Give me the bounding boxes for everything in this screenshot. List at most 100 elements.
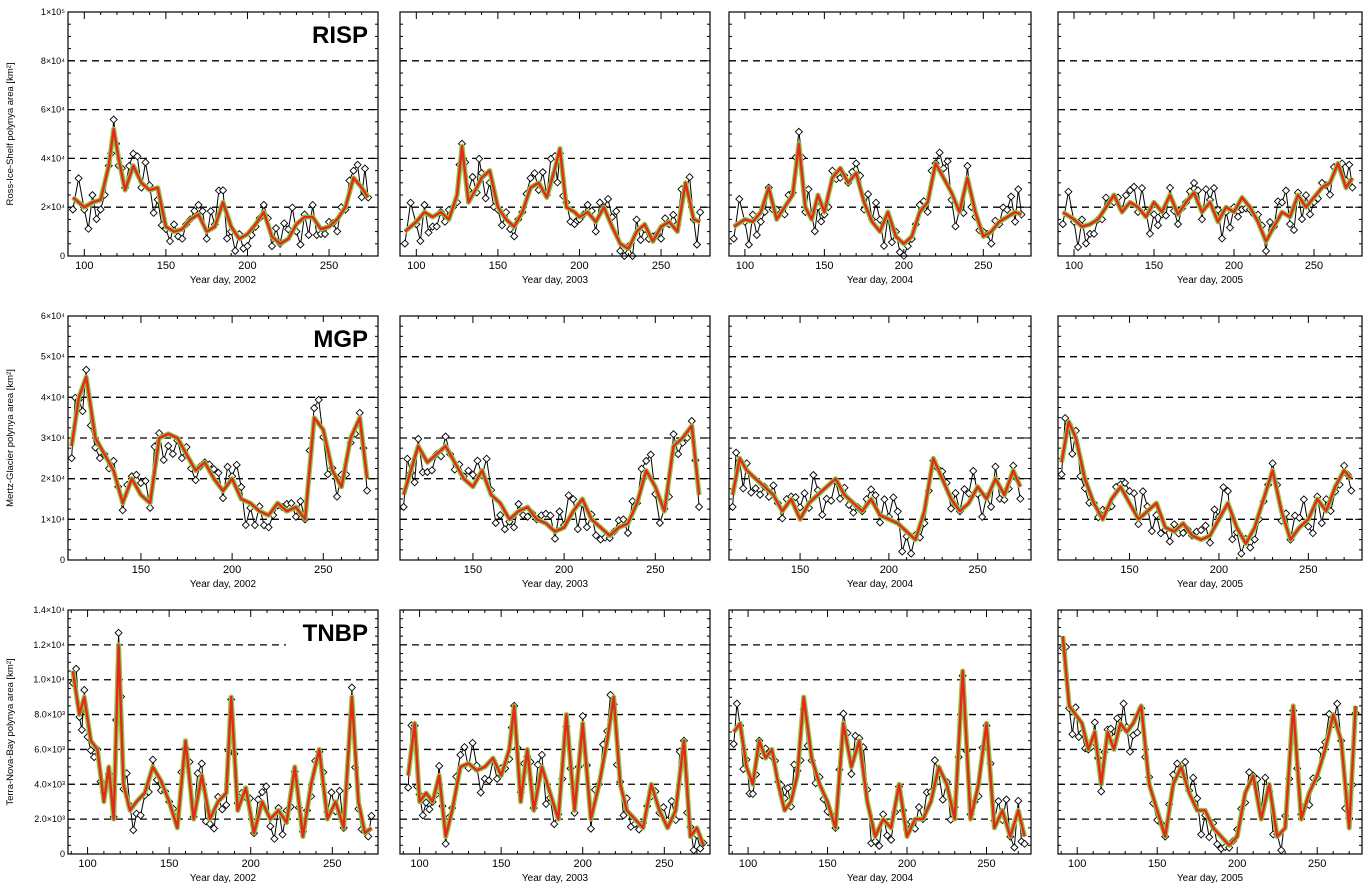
x-axis-label: Year day, 2004 [847, 275, 914, 286]
data-point-diamond [1000, 495, 1009, 504]
data-point-diamond [852, 159, 861, 168]
panel-label: MGP [313, 326, 368, 353]
data-point-diamond [696, 208, 705, 217]
data-point-diamond [1277, 198, 1287, 207]
data-point-diamond [769, 481, 778, 490]
data-point-diamond [822, 494, 831, 503]
x-axis-label: Year day, 2004 [847, 579, 914, 590]
x-tick-label: 150 [492, 858, 510, 870]
data-point-diamond [595, 198, 605, 207]
x-tick-label: 200 [223, 564, 241, 576]
data-point-diamond [1348, 183, 1357, 192]
data-point-diamond [1006, 192, 1016, 201]
data-point-diamond [424, 228, 433, 237]
data-point-diamond [994, 797, 1003, 806]
data-point-diamond [1147, 526, 1157, 536]
data-point-diamond [632, 215, 641, 224]
data-point-diamond [946, 504, 956, 513]
data-point-diamond [1133, 728, 1142, 737]
data-point-diamond [893, 507, 902, 516]
x-tick-label: 100 [410, 858, 428, 870]
data-point-diamond [481, 194, 490, 203]
data-point-diamond [109, 115, 118, 124]
y-tick-label: 6×10⁴ [41, 311, 65, 321]
x-tick-label: 100 [1068, 858, 1086, 870]
data-point-diamond [271, 224, 281, 233]
data-point-diamond [851, 731, 860, 740]
data-point-diamond [960, 484, 969, 494]
data-point-diamond [1145, 229, 1155, 238]
data-point-diamond [906, 549, 916, 558]
data-point-diamond [800, 489, 809, 498]
y-tick-label: 1.4×10⁴ [33, 605, 65, 615]
data-point-diamond [669, 429, 678, 439]
data-point-diamond [349, 166, 358, 175]
x-tick-label: 100 [75, 260, 93, 272]
data-point-diamond [360, 164, 370, 173]
plot-frame [399, 315, 711, 561]
data-point-diamond [696, 844, 705, 853]
data-point-diamond [1061, 413, 1070, 423]
data-point-diamond [1137, 183, 1147, 193]
data-point-diamond [914, 803, 924, 812]
x-axis-label: Year day, 2003 [522, 579, 589, 590]
data-point-diamond [655, 518, 664, 528]
x-axis-label: Year day, 2002 [190, 579, 257, 590]
panel-label-bg [286, 18, 372, 48]
data-point-diamond [362, 486, 372, 495]
data-point-diamond [1014, 796, 1023, 805]
data-point-diamond [1333, 699, 1342, 708]
data-point-diamond [1193, 794, 1202, 803]
data-point-diamond [114, 628, 123, 637]
data-point-diamond [173, 232, 183, 241]
data-point-diamond [669, 210, 678, 219]
data-point-diamond [1090, 718, 1099, 727]
data-point-diamond [237, 482, 246, 492]
data-point-diamond [169, 220, 179, 229]
data-point-diamond [616, 246, 625, 256]
data-point-diamond [159, 455, 168, 465]
x-tick-label: 150 [815, 260, 833, 272]
data-point-diamond [205, 819, 215, 829]
data-point-diamond [637, 464, 646, 473]
x-axis-label: Year day, 2005 [1177, 873, 1244, 884]
data-point-diamond [218, 186, 228, 195]
data-point-diamond [432, 222, 441, 231]
x-tick-label: 200 [895, 260, 913, 272]
data-point-diamond [198, 206, 207, 216]
data-point-diamond [416, 236, 425, 246]
data-point-diamond [963, 161, 972, 171]
data-point-diamond [569, 495, 578, 504]
data-point-diamond [1014, 185, 1023, 194]
x-tick-label: 200 [1228, 858, 1246, 870]
data-point-diamond [564, 491, 573, 500]
data-point-diamond [264, 523, 273, 532]
data-point-diamond [222, 234, 232, 243]
data-point-diamond [606, 690, 615, 700]
data-point-diamond [267, 241, 277, 251]
data-point-diamond [886, 835, 896, 844]
x-axis-label: Year day, 2004 [847, 873, 914, 884]
data-point-diamond [288, 203, 297, 212]
data-point-diamond [214, 468, 223, 477]
data-point-diamond [817, 217, 826, 226]
data-point-diamond [95, 453, 105, 463]
y-axis-label: Ross-Ice-Shelf polynya area [km²] [5, 62, 16, 205]
data-point-diamond [538, 167, 547, 177]
data-point-diamond [1057, 470, 1066, 479]
data-point-diamond [1068, 449, 1077, 459]
data-point-diamond [327, 788, 336, 797]
smoothed-series-red [407, 695, 705, 846]
data-point-diamond [748, 789, 757, 799]
data-point-diamond [1097, 787, 1106, 796]
chart-panel-1-3: 150 200 250 Year day, 2005 [1057, 315, 1363, 590]
x-tick-label: 150 [1120, 564, 1138, 576]
smoothed-series-red [1060, 420, 1353, 545]
data-point-diamond [1205, 538, 1215, 547]
data-point-diamond [1016, 494, 1025, 503]
data-point-diamond [514, 499, 523, 509]
data-point-diamond [555, 507, 564, 516]
plot-frame [67, 315, 379, 561]
data-point-diamond [752, 230, 761, 240]
y-tick-label: 6.0×10³ [34, 744, 65, 754]
